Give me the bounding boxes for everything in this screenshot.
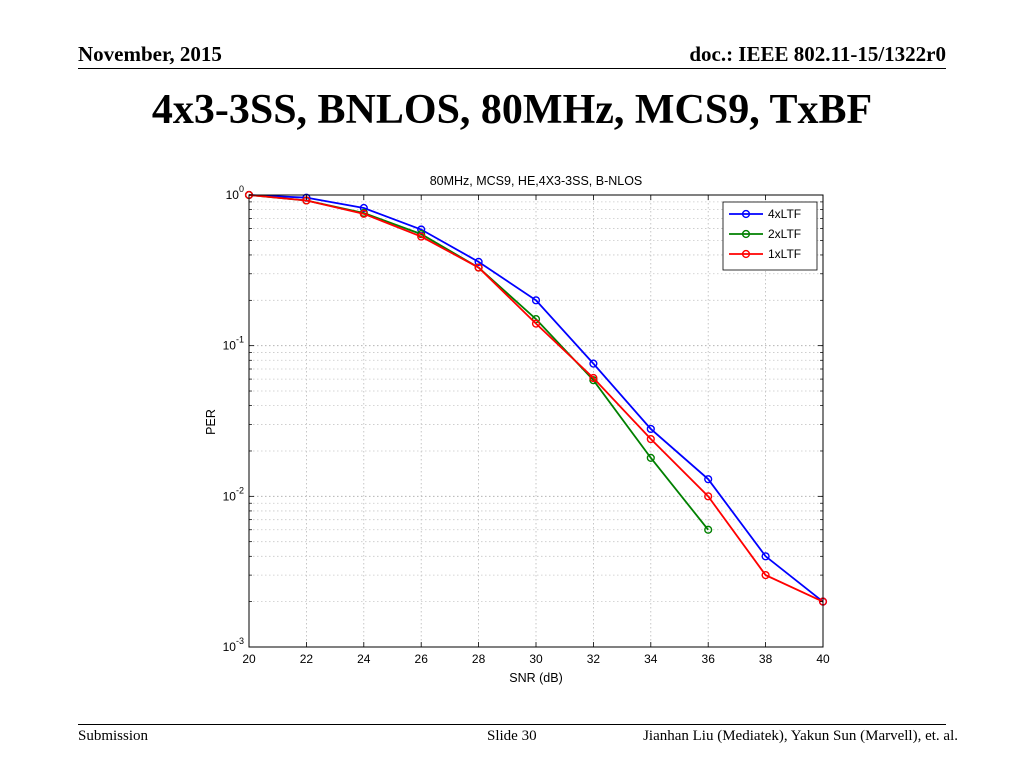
data-point-4xLTF <box>761 552 770 561</box>
data-point-4xLTF <box>474 257 483 266</box>
x-tick-label: 38 <box>759 652 773 666</box>
header-divider <box>78 68 946 69</box>
data-point-4xLTF <box>531 296 541 305</box>
data-point-1xLTF <box>531 319 541 328</box>
x-tick-label: 34 <box>644 652 658 666</box>
axis-ticks: 20 22 24 26 28 30 32 34 36 38 40 100 10-1 10-2 10-3 <box>223 184 830 666</box>
data-point-1xLTF <box>589 373 598 383</box>
legend-label: 1xLTF <box>768 247 801 261</box>
series-line-1xLTF <box>248 194 824 603</box>
x-tick-label: 40 <box>816 652 830 666</box>
footer-slide-number: Slide 30 <box>487 728 537 744</box>
data-point-4xLTF <box>704 475 713 484</box>
x-axis-label: SNR (dB) <box>509 671 562 685</box>
axes-box <box>248 194 824 648</box>
y-tick-label: 10-2 <box>223 485 244 503</box>
slide-title: 4x3-3SS, BNLOS, 80MHz, MCS9, TxBF <box>151 87 873 133</box>
x-tick-label: 28 <box>472 652 486 666</box>
legend-label: 4xLTF <box>768 207 801 221</box>
x-tick-label: 24 <box>357 652 371 666</box>
chart-title: 80MHz, MCS9, HE,4X3-3SS, B-NLOS <box>430 174 643 188</box>
data-point-1xLTF <box>417 232 426 241</box>
legend-marker-1xLTF <box>741 249 751 259</box>
legend-marker-4xLTF <box>741 209 751 219</box>
y-tick-label: 10-1 <box>223 335 244 353</box>
data-point-2xLTF <box>646 453 655 462</box>
header-doc-id: doc.: IEEE 802.11-15/1322r0 <box>689 42 946 66</box>
footer-submission: Submission <box>78 728 149 744</box>
x-tick-label: 26 <box>415 652 429 666</box>
legend-marker-2xLTF <box>741 229 751 239</box>
data-point-2xLTF <box>704 525 713 534</box>
data-point-4xLTF <box>589 359 598 368</box>
y-axis-label: PER <box>204 409 218 435</box>
data-point-4xLTF <box>646 424 655 434</box>
data-point-1xLTF <box>474 263 483 272</box>
y-tick-label: 100 <box>226 184 244 202</box>
legend-label: 2xLTF <box>768 227 801 241</box>
header-date: November, 2015 <box>78 42 222 66</box>
series-line-4xLTF <box>248 194 824 603</box>
footer-authors: Jianhan Liu (Mediatek), Yakun Sun (Marve… <box>643 728 958 744</box>
legend: 4xLTF 2xLTF 1xLTF <box>722 201 818 271</box>
x-tick-label: 32 <box>587 652 601 666</box>
x-tick-label: 30 <box>529 652 543 666</box>
data-point-1xLTF <box>704 492 713 501</box>
data-point-1xLTF <box>359 209 368 218</box>
footer-divider <box>78 724 946 725</box>
data-point-1xLTF <box>646 434 655 444</box>
data-point-1xLTF <box>761 571 770 580</box>
x-tick-label: 36 <box>702 652 716 666</box>
x-tick-label: 22 <box>300 652 314 666</box>
y-tick-label: 10-3 <box>223 636 244 654</box>
series-layer <box>244 190 828 606</box>
data-point-4xLTF <box>359 203 368 213</box>
x-tick-label: 20 <box>242 652 256 666</box>
